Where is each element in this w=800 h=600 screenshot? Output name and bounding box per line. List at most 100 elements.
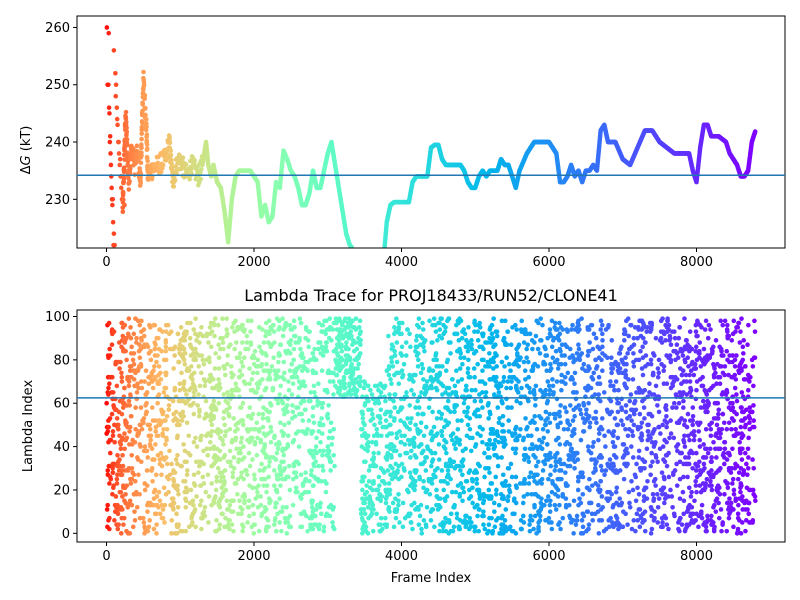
lambda-point (554, 379, 560, 384)
lambda-point (229, 509, 234, 514)
dg-point (108, 151, 113, 156)
lambda-panel: Lambda Trace for PROJ18433/RUN52/CLONE41… (21, 286, 786, 586)
lambda-point (290, 381, 296, 387)
lambda-point (711, 364, 717, 369)
lambda-point (217, 448, 223, 454)
lambda-point (221, 416, 226, 421)
lambda-point (457, 491, 463, 497)
lambda-point (487, 470, 492, 475)
lambda-point (507, 487, 512, 493)
lambda-point (493, 491, 499, 497)
dg-point (114, 116, 120, 122)
dg-x-tick-label: 4000 (385, 255, 418, 270)
dg-point (192, 158, 197, 163)
lambda-point (473, 387, 478, 393)
lambda-point (553, 507, 559, 512)
lambda-point (141, 520, 147, 525)
dg-point (112, 242, 117, 248)
lambda-point (198, 370, 204, 376)
lambda-point (156, 489, 162, 495)
lambda-point (691, 372, 697, 378)
lambda-point (580, 491, 586, 497)
lambda-point (261, 405, 266, 410)
dg-point (127, 166, 133, 171)
lambda-point (379, 383, 384, 389)
lambda-point (510, 374, 515, 380)
lambda-point (722, 491, 727, 497)
lambda-point (166, 407, 172, 413)
lambda-point (121, 348, 127, 354)
lambda-point (237, 351, 243, 356)
lambda-point (724, 426, 730, 432)
lambda-point (179, 370, 184, 376)
lambda-point (655, 366, 661, 371)
lambda-point (127, 429, 132, 434)
lambda-point (671, 435, 677, 441)
lambda-point (316, 320, 321, 326)
lambda-point (107, 381, 112, 387)
lambda-point (439, 433, 445, 439)
dg-point (124, 125, 129, 131)
lambda-point (308, 472, 314, 478)
lambda-point (477, 344, 482, 350)
lambda-point (400, 374, 405, 380)
lambda-point (660, 520, 665, 525)
lambda-point (306, 418, 312, 423)
lambda-point (501, 374, 507, 380)
lambda-point (116, 522, 121, 527)
lambda-point (610, 366, 616, 371)
lambda-point (641, 405, 647, 410)
lambda-point (429, 481, 435, 486)
lambda-point (550, 383, 556, 389)
lambda-point (496, 502, 502, 508)
lambda-point (313, 507, 319, 512)
lambda-point (260, 424, 266, 430)
dg-point (106, 30, 112, 36)
lambda-point (278, 420, 283, 426)
lambda-point (702, 387, 708, 393)
lambda-point (305, 528, 310, 534)
lambda-point (271, 468, 277, 473)
lambda-point (505, 329, 511, 334)
lambda-point (409, 448, 414, 454)
lambda-point (206, 494, 212, 499)
lambda-point (628, 392, 634, 397)
lambda-point (135, 455, 140, 460)
lambda-point (593, 461, 598, 467)
lambda-point (580, 524, 586, 530)
lambda-point (183, 505, 189, 510)
lambda-point (452, 403, 458, 408)
lambda-point (533, 444, 539, 449)
lambda-point (204, 446, 210, 452)
lambda-point (193, 346, 198, 352)
lambda-point (624, 446, 629, 452)
lambda-point (251, 511, 257, 517)
lambda-point (520, 513, 526, 519)
lambda-point (674, 461, 679, 467)
lambda-point (636, 448, 642, 454)
lambda-point (423, 468, 429, 473)
dg-point (120, 205, 126, 210)
lambda-point (328, 468, 333, 473)
lambda-point (717, 381, 723, 387)
lambda-point (156, 418, 162, 423)
lambda-point (499, 455, 504, 460)
lambda-point (649, 450, 654, 456)
lambda-point (681, 461, 686, 467)
lambda-point (334, 342, 340, 347)
lambda-point (578, 437, 584, 443)
lambda-point (522, 457, 527, 462)
lambda-point (496, 420, 502, 426)
lambda-point (666, 450, 671, 456)
lambda-point (409, 416, 414, 421)
lambda-point (508, 385, 514, 391)
lambda-point (388, 409, 393, 415)
lambda-point (239, 435, 245, 441)
lambda-point (730, 481, 735, 486)
lambda-point (661, 364, 667, 369)
lambda-point (637, 411, 643, 417)
lambda-point (207, 439, 213, 445)
lambda-point (273, 442, 279, 447)
lambda-point (715, 416, 721, 421)
dg-point (120, 190, 126, 195)
